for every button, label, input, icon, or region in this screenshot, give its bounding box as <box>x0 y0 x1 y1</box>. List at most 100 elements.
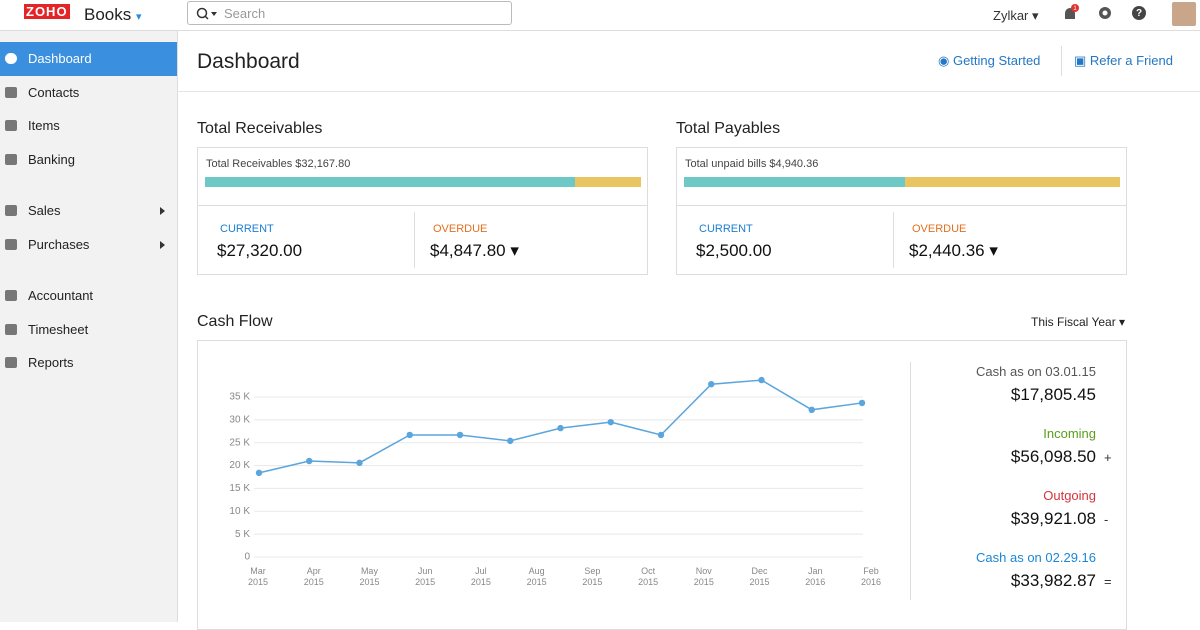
summary-label: Cash as on 02.29.16 <box>976 550 1096 565</box>
nav-item[interactable]: Accountant <box>0 279 177 313</box>
section-title: Total Payables <box>676 120 781 137</box>
bar-label: Total Receivables $32,167.80 <box>206 158 350 170</box>
current-label: CURRENT <box>220 223 274 235</box>
nav-item[interactable]: Dashboard <box>0 42 177 76</box>
x-tick-label: Apr 2015 <box>303 566 324 587</box>
notification-count: 1 <box>1073 6 1077 12</box>
nav-item[interactable]: Timesheet <box>0 313 177 347</box>
x-tick-label: May 2015 <box>359 566 380 587</box>
summary-amount: $39,921.08 <box>1010 509 1096 528</box>
nav-item[interactable]: Reports <box>0 346 177 380</box>
nav-icon <box>5 323 17 335</box>
point <box>708 381 715 388</box>
overdue-segment <box>904 177 1120 187</box>
bar-label-text: Total unpaid bills <box>685 158 767 170</box>
avatar[interactable] <box>1172 2 1196 26</box>
point <box>456 431 464 439</box>
point <box>607 418 614 426</box>
y-tick-label: 0 <box>244 552 250 563</box>
nav-label: Timesheet <box>28 321 89 337</box>
nav-icon <box>5 153 17 165</box>
x-tick-label: Dec 2015 <box>749 566 770 587</box>
nav-item[interactable]: Purchases <box>0 228 177 262</box>
nav-label: Reports <box>28 355 74 370</box>
brand[interactable]: Books ▾ <box>84 5 142 24</box>
summary-sign: - <box>1104 512 1109 527</box>
vertical-divider <box>893 212 894 268</box>
nav-item[interactable]: Banking <box>0 143 177 177</box>
y-tick-label: 15 K <box>229 483 250 494</box>
x-tick-label: Oct 2015 <box>638 566 659 587</box>
overdue-value: $2,440.36 <box>909 241 985 260</box>
logo[interactable]: ZOHO <box>24 4 70 19</box>
point <box>255 469 263 477</box>
organization[interactable]: Zylkar ▾ <box>993 8 1039 23</box>
point <box>306 457 313 465</box>
brand-text: Books <box>84 5 132 24</box>
search-box[interactable]: Search <box>187 1 512 25</box>
nav-icon <box>5 357 17 368</box>
link-text: Getting Started <box>952 53 1041 68</box>
x-tick-label: Feb 2016 <box>860 566 882 587</box>
bar-total: $4,940.36 <box>769 158 819 170</box>
summary-sign: + <box>1104 450 1112 465</box>
nav-label: Contacts <box>28 84 80 100</box>
overdue-value: $4,847.80 <box>430 241 506 260</box>
x-tick-label: Jul 2015 <box>470 566 491 587</box>
nav-label: Sales <box>28 203 61 218</box>
divider <box>910 362 911 600</box>
x-tick-label: Sep 2015 <box>582 566 603 587</box>
receivables-card: Total Receivables $32,167.80 CURRENT $27,3… <box>197 147 648 275</box>
nav-item[interactable]: Items <box>0 109 177 143</box>
y-tick-label: 20 K <box>229 460 250 471</box>
overdue-label: OVERDUE <box>912 223 967 235</box>
point <box>858 399 866 407</box>
x-tick-label: Jun 2015 <box>415 566 436 587</box>
point <box>557 424 564 432</box>
point <box>507 437 514 445</box>
current-label: CURRENT <box>699 223 753 235</box>
progress-bar <box>205 177 641 187</box>
nav-label: Accountant <box>28 288 94 303</box>
overdue-segment <box>575 177 641 187</box>
notifications[interactable]: 1 <box>1060 4 1080 24</box>
getting-started-link[interactable]: ◉ Getting Started <box>938 53 1041 68</box>
summary-amount: $33,982.87 <box>1010 571 1096 590</box>
point <box>657 431 665 439</box>
nav-item[interactable]: Sales <box>0 194 177 228</box>
point <box>808 406 815 413</box>
summary-label: Cash as on 03.01.15 <box>976 364 1096 379</box>
summary-label: Outgoing <box>1043 488 1096 503</box>
nav-icon <box>5 86 17 98</box>
period-select[interactable]: This Fiscal Year ▾ <box>1031 315 1126 329</box>
y-tick-label: 25 K <box>229 437 250 448</box>
vertical-divider <box>414 212 415 268</box>
period-text: This Fiscal Year <box>1031 315 1116 329</box>
summary-label: Incoming <box>1043 426 1096 441</box>
settings[interactable] <box>1097 5 1113 21</box>
nav-label: Purchases <box>28 236 90 252</box>
overdue-label: OVERDUE <box>433 223 488 235</box>
sidebar: Dashboard Contacts Items Banking Sales Purcha… <box>0 31 178 622</box>
card-split <box>677 205 1126 206</box>
nav-item[interactable]: Contacts <box>0 76 177 110</box>
summary-amount: $17,805.45 <box>1010 385 1096 404</box>
bar-label-text: Total Receivables <box>206 158 293 170</box>
link-text: Refer a Friend <box>1089 53 1173 68</box>
nav-label: Items <box>28 118 60 133</box>
help[interactable]: ? <box>1131 5 1147 21</box>
overdue-amount: $2,440.36 ▾ <box>909 241 998 260</box>
bar-label: Total unpaid bills $4,940.36 <box>685 158 818 170</box>
page-header <box>178 31 1200 92</box>
chart: 0 5 K 10 K 15 K 20 K 25 K 30 K 35 K <box>229 376 866 563</box>
bar-total: $32,167.80 <box>295 158 351 170</box>
search-icon <box>196 7 217 20</box>
divider <box>1061 46 1062 76</box>
nav-label: Banking <box>28 151 75 167</box>
current-amount: $27,320.00 <box>217 241 303 260</box>
x-tick-label: Mar 2015 <box>247 566 269 587</box>
refer-link[interactable]: ▣ Refer a Friend <box>1074 53 1173 68</box>
summary-amount: $56,098.50 <box>1010 447 1096 466</box>
svg-text:?: ? <box>1136 8 1142 19</box>
